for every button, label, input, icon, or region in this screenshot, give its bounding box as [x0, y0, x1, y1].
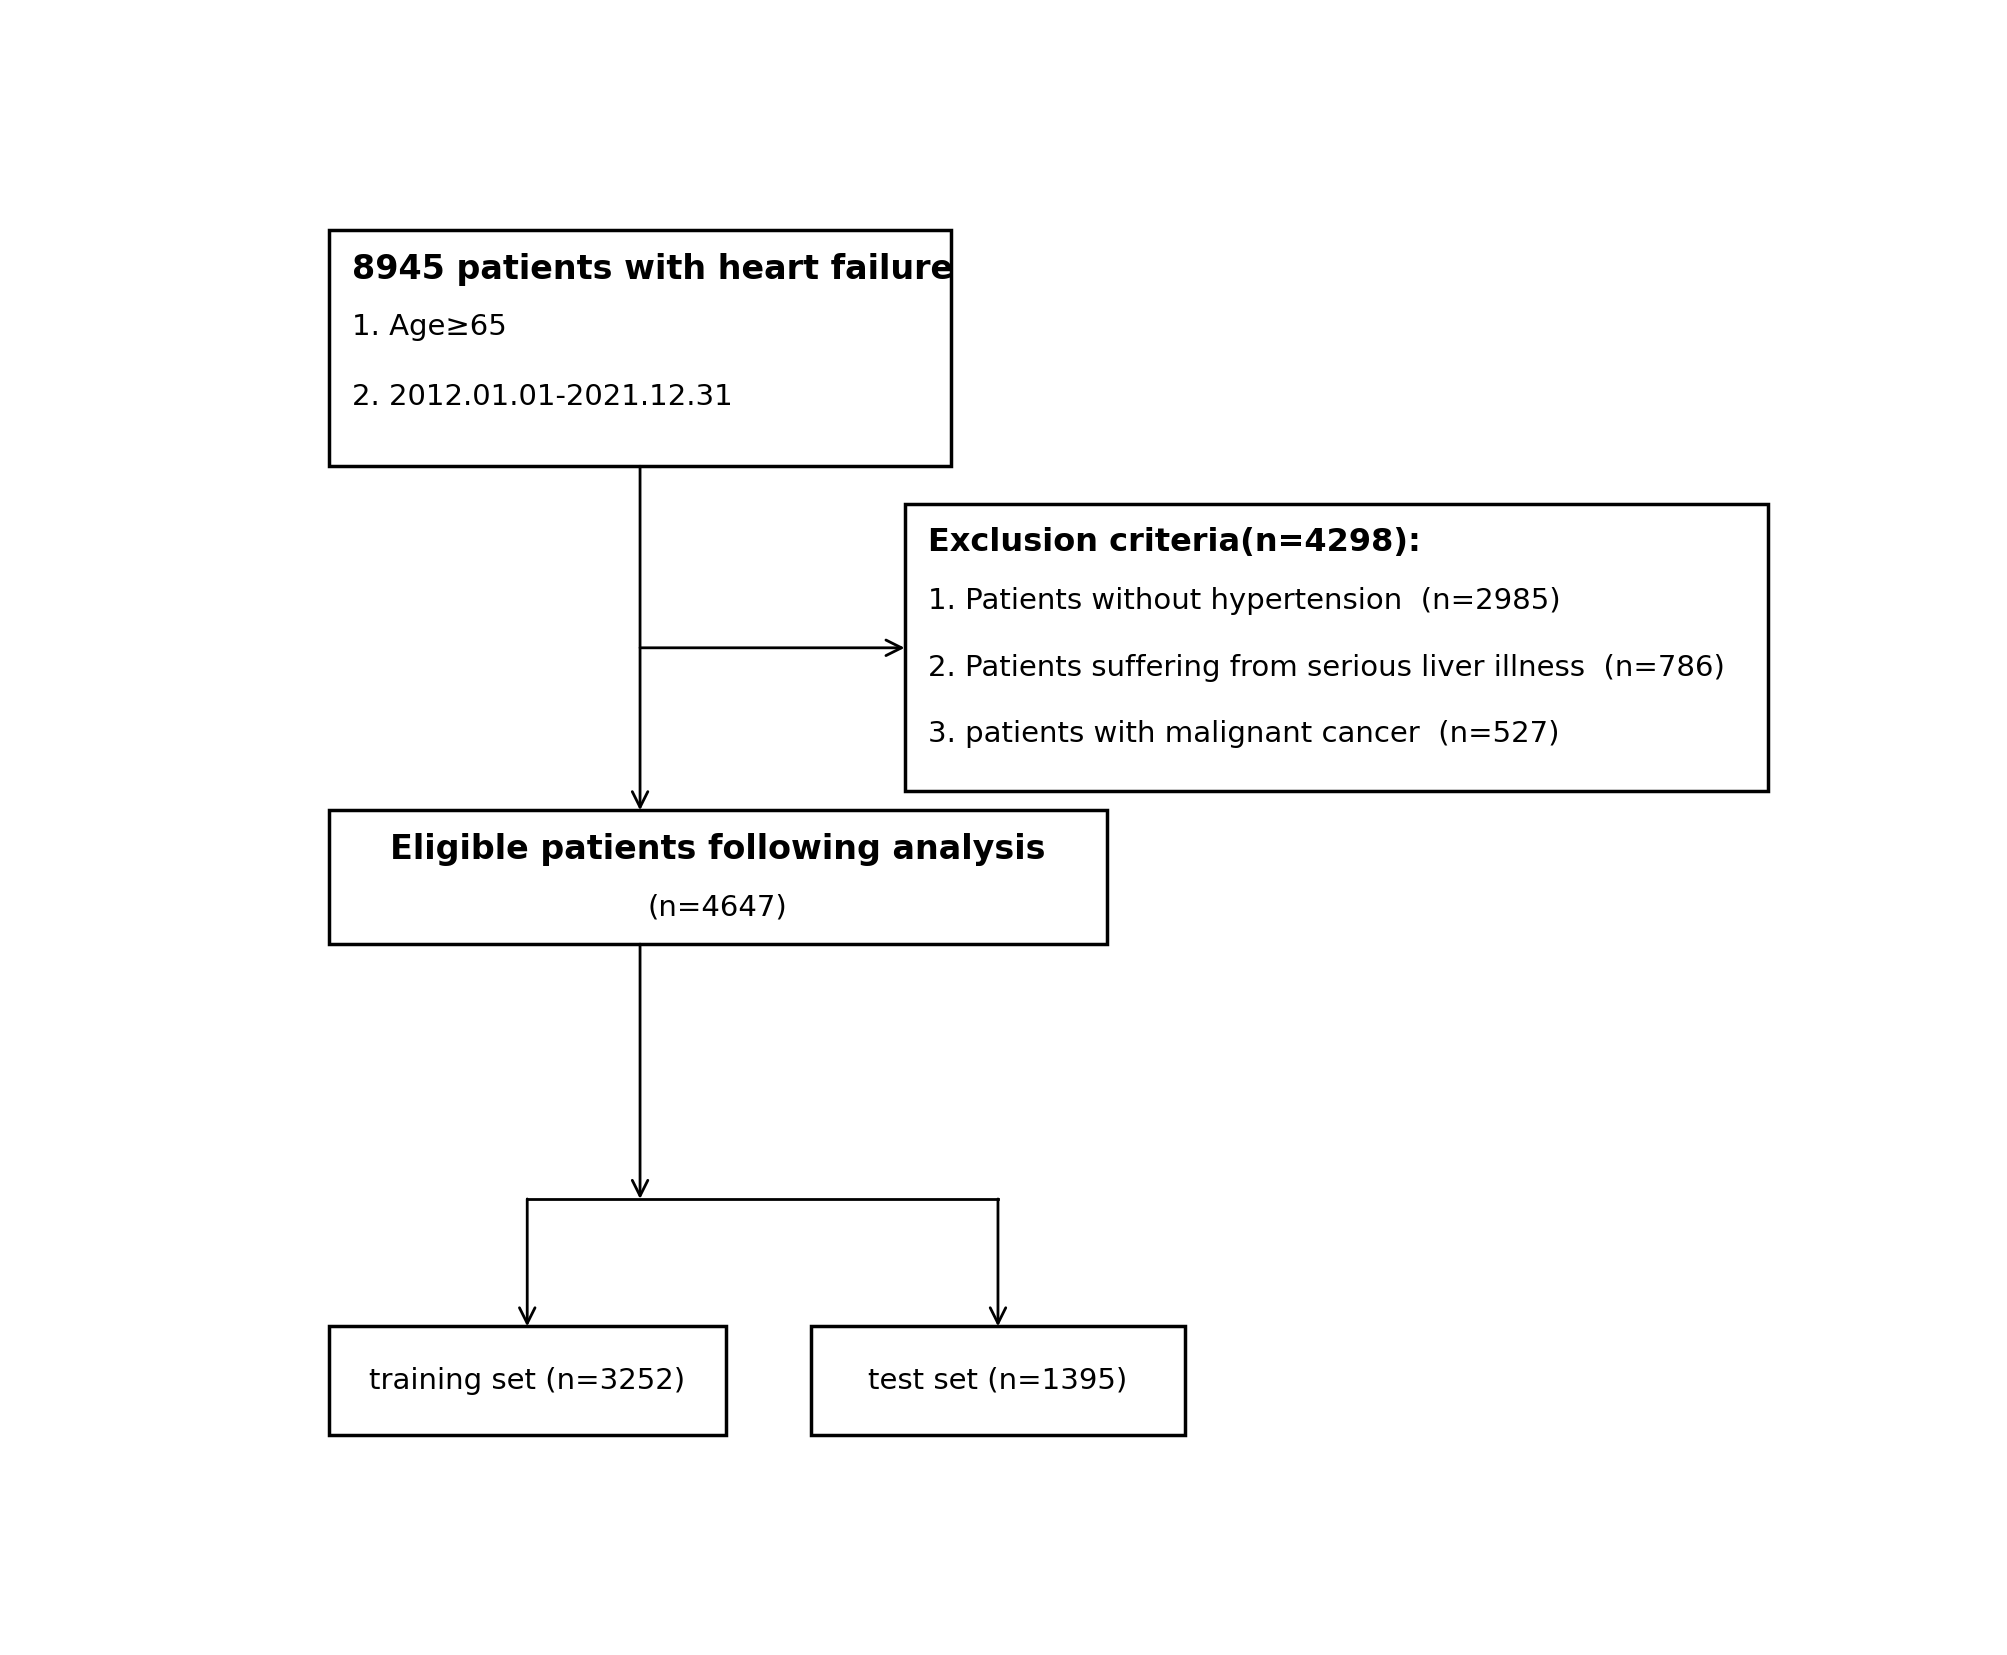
Text: training set (n=3252): training set (n=3252)	[369, 1367, 684, 1395]
FancyBboxPatch shape	[905, 505, 1768, 791]
FancyBboxPatch shape	[811, 1326, 1184, 1435]
Text: 2. Patients suffering from serious liver illness  (n=786): 2. Patients suffering from serious liver…	[927, 654, 1724, 682]
Text: 1. Patients without hypertension  (n=2985): 1. Patients without hypertension (n=2985…	[927, 588, 1559, 616]
FancyBboxPatch shape	[329, 230, 951, 467]
Text: 8945 patients with heart failure: 8945 patients with heart failure	[351, 253, 953, 286]
FancyBboxPatch shape	[329, 811, 1106, 943]
FancyBboxPatch shape	[329, 1326, 725, 1435]
Text: 3. patients with malignant cancer  (n=527): 3. patients with malignant cancer (n=527…	[927, 720, 1559, 748]
Text: 2. 2012.01.01-2021.12.31: 2. 2012.01.01-2021.12.31	[351, 384, 733, 412]
Text: Exclusion criteria(n=4298):: Exclusion criteria(n=4298):	[927, 528, 1421, 558]
Text: Eligible patients following analysis: Eligible patients following analysis	[389, 832, 1046, 866]
Text: test set (n=1395): test set (n=1395)	[867, 1367, 1128, 1395]
Text: 1. Age≥65: 1. Age≥65	[351, 313, 506, 341]
Text: (n=4647): (n=4647)	[648, 894, 787, 922]
